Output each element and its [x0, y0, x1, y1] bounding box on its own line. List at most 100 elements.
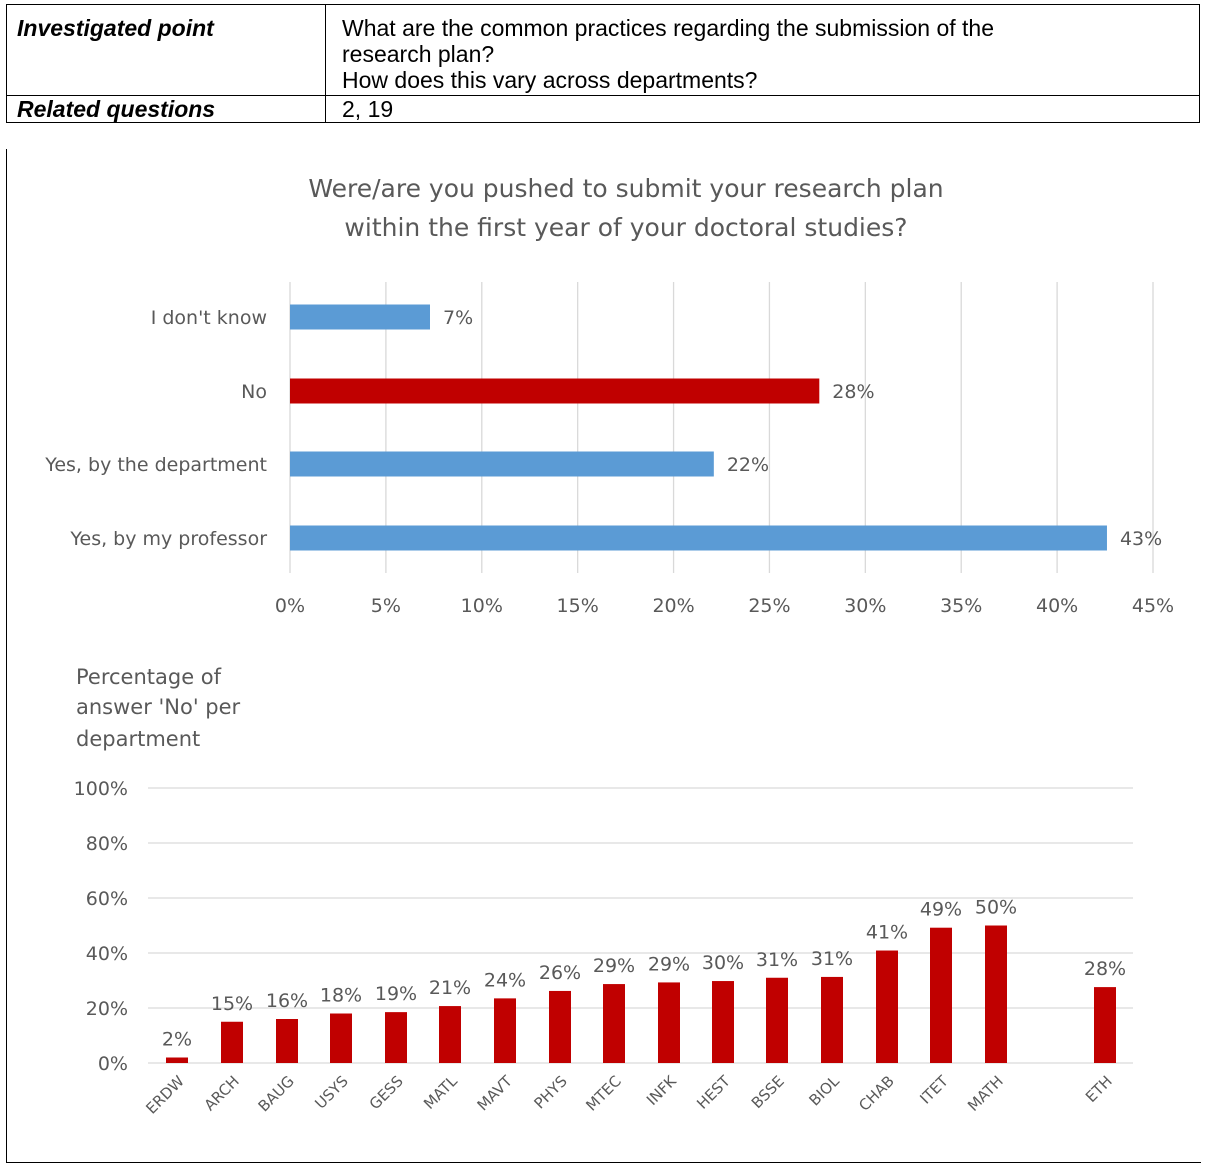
chart2-category-label: ARCH — [201, 1072, 243, 1114]
chart1-data-label: 28% — [832, 381, 874, 403]
chart1-bars — [290, 304, 1107, 551]
chart2-data-label: 15% — [211, 993, 253, 1015]
chart2-bar — [821, 976, 843, 1063]
chart1-title-line-2: within the first year of your doctoral s… — [344, 213, 907, 242]
chart2-data-label: 49% — [920, 899, 962, 921]
chart2-y-tick-labels: 0% 20% 40% 60% 80% 100% — [74, 778, 128, 1075]
chart1-data-labels: 7% 28% 22% 43% — [443, 307, 1162, 550]
chart2-category-label: ITET — [916, 1072, 952, 1108]
chart2-category-label: MTEC — [582, 1072, 624, 1114]
row-content-investigated-point: What are the common practices regarding … — [325, 4, 1200, 96]
chart1-x-tick-label: 0% — [275, 595, 305, 617]
chart1-data-label: 7% — [443, 307, 473, 329]
chart1-bar — [290, 378, 820, 404]
info-table: Investigated point What are the common p… — [6, 4, 1200, 123]
chart2-title-line-1: Percentage of — [76, 665, 222, 689]
chart2-category-label: ETH — [1082, 1072, 1116, 1106]
content-line: 2, 19 — [342, 96, 394, 122]
chart2-bar — [276, 1019, 298, 1063]
chart2-y-tick-label: 100% — [74, 778, 128, 800]
chart1-x-tick-label: 15% — [557, 595, 599, 617]
content-line: What are the common practices regarding … — [342, 15, 994, 41]
chart2-category-label: ERDW — [142, 1072, 188, 1118]
chart2-bar — [385, 1012, 407, 1063]
chart2-data-label: 31% — [756, 949, 798, 971]
chart2-title-line-3: department — [76, 727, 200, 751]
chart2-category-label: MATL — [420, 1072, 461, 1113]
chart1-gridlines — [289, 282, 1154, 573]
table-row: Related questions 2, 19 — [6, 95, 1200, 123]
chart2-bar — [985, 925, 1007, 1063]
chart1-data-label: 43% — [1120, 528, 1162, 550]
chart2-data-label: 26% — [539, 962, 581, 984]
chart2-data-labels: 2% 15% 16% 18% 19% 21% 24% 26% 29% 29% 30% 31% 31% 41… — [162, 897, 1126, 1051]
chart2-category-label: CHAB — [855, 1072, 898, 1115]
chart2-data-label: 21% — [429, 977, 471, 999]
chart1-category-labels: I don't know No Yes, by the department Yes,… — [44, 307, 267, 550]
chart2-gridlines — [148, 787, 1133, 1064]
chart2-bar — [330, 1013, 352, 1063]
chart2-category-labels: ERDW ARCH BAUG USYS GESS MATL MAVT PHYS MTEC INFK… — [142, 1071, 1115, 1117]
chart2-bar — [658, 982, 680, 1063]
content-line: research plan? — [342, 41, 495, 67]
chart2-bar — [221, 1021, 243, 1063]
chart1-x-tick-label: 5% — [371, 595, 401, 617]
chart1-category-label: I don't know — [151, 307, 267, 329]
chart2-data-label: 28% — [1084, 958, 1126, 980]
chart1-x-tick-label: 20% — [652, 595, 694, 617]
row-header-investigated-point: Investigated point — [6, 4, 326, 96]
chart1-x-tick-labels: 0% 5% 10% 15% 20% 25% 30% 35% 40% 45% — [275, 595, 1174, 617]
chart1-category-label: Yes, by the department — [44, 454, 267, 476]
chart2-bar — [494, 998, 516, 1063]
chart1-x-tick-label: 35% — [940, 595, 982, 617]
chart2-bar — [712, 981, 734, 1063]
chart2-category-label: PHYS — [531, 1072, 571, 1112]
chart2-category-label: USYS — [311, 1072, 351, 1112]
chart2-title-line-2: answer 'No' per — [76, 695, 241, 719]
chart2-data-label: 29% — [648, 953, 690, 975]
chart2-data-label: 30% — [702, 952, 744, 974]
chart2-data-label: 19% — [375, 983, 417, 1005]
chart2-category-label: MAVT — [474, 1072, 517, 1115]
chart2-category-label: BAUG — [255, 1072, 298, 1115]
chart2-y-tick-label: 40% — [86, 943, 128, 965]
chart2-data-label: 16% — [266, 990, 308, 1012]
chart2-data-label: 29% — [593, 955, 635, 977]
row-content-related-questions: 2, 19 — [325, 95, 1200, 123]
chart1-bar — [290, 451, 714, 477]
chart2-bar — [876, 950, 898, 1063]
chart2-y-tick-label: 80% — [86, 833, 128, 855]
chart1-x-tick-label: 30% — [844, 595, 886, 617]
chart2-data-label: 31% — [811, 948, 853, 970]
chart2-y-tick-label: 20% — [86, 998, 128, 1020]
chart2-bar — [930, 927, 952, 1063]
chart2-bar — [439, 1006, 461, 1063]
table-row: Investigated point What are the common p… — [6, 4, 1200, 96]
chart2-y-tick-label: 60% — [86, 888, 128, 910]
chart2-category-label: GESS — [366, 1072, 407, 1113]
chart1-title-line-1: Were/are you pushed to submit your resea… — [308, 174, 943, 203]
horizontal-bar-chart: Were/are you pushed to submit your resea… — [44, 174, 1174, 617]
chart2-y-tick-label: 0% — [98, 1053, 128, 1075]
chart1-bar — [290, 304, 430, 330]
chart-frame-bottom-border — [6, 1162, 1201, 1163]
chart2-data-label: 50% — [975, 897, 1017, 919]
chart1-x-tick-label: 40% — [1036, 595, 1078, 617]
chart1-bar — [290, 525, 1107, 551]
chart2-category-label: HEST — [693, 1072, 734, 1113]
chart2-data-label: 18% — [320, 985, 362, 1007]
chart-frame-left-border — [6, 149, 7, 1163]
chart1-category-label: Yes, by my professor — [69, 528, 267, 550]
chart2-category-label: BIOL — [805, 1072, 843, 1110]
chart2-data-label: 2% — [162, 1029, 192, 1051]
chart2-category-label: BSSE — [748, 1072, 788, 1112]
chart1-category-label: No — [241, 381, 267, 403]
row-header-related-questions: Related questions — [6, 95, 326, 123]
chart2-category-label: INFK — [643, 1071, 681, 1109]
chart2-bar — [766, 977, 788, 1063]
chart1-x-tick-label: 25% — [748, 595, 790, 617]
chart1-x-tick-label: 45% — [1132, 595, 1174, 617]
chart2-data-label: 41% — [866, 922, 908, 944]
chart2-bar — [1094, 987, 1116, 1063]
